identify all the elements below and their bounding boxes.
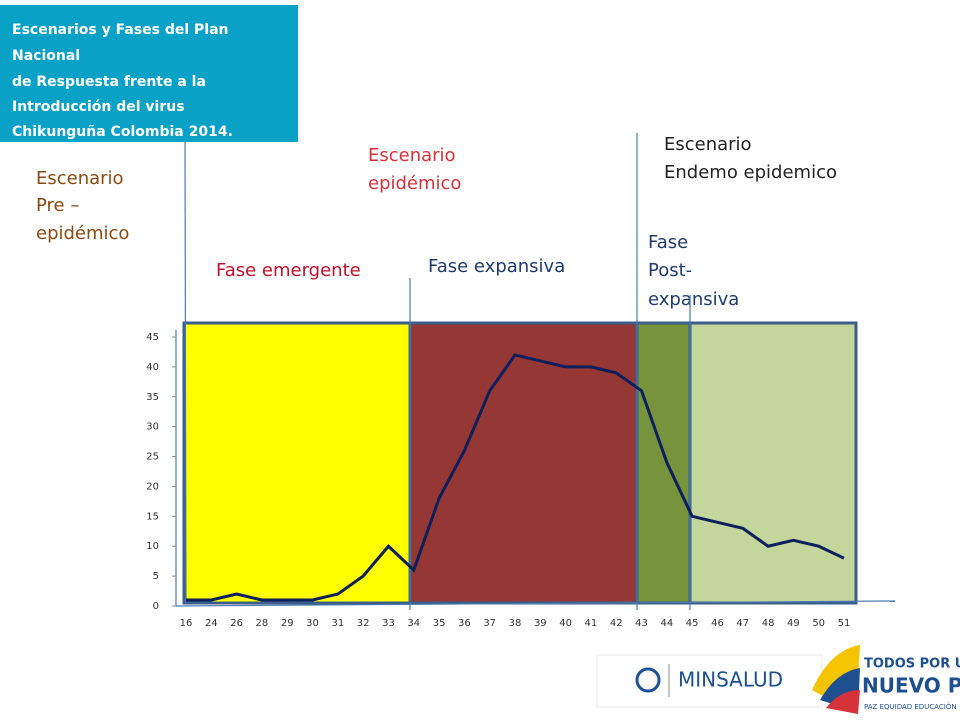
scenario-label: Escenario Pre – epidémico <box>36 168 129 244</box>
x-tick-label: 47 <box>736 618 749 629</box>
band <box>182 321 412 605</box>
gov-text: NUEVO PAÍS <box>862 674 960 698</box>
gov-text: PAZ EQUIDAD EDUCACIÓN <box>864 702 957 711</box>
ministry-name: MINSALUD <box>678 668 783 692</box>
x-tick-label: 24 <box>205 618 218 629</box>
dividers <box>175 133 896 610</box>
x-tick-label: 41 <box>585 618 598 629</box>
x-tick-label: 29 <box>281 618 294 629</box>
ministry-logo <box>596 654 823 708</box>
x-tick-label: 40 <box>559 618 572 629</box>
title-line: de Respuesta frente a la <box>12 74 206 90</box>
band <box>408 321 639 605</box>
y-tick-label: 25 <box>146 452 159 463</box>
axis-line <box>175 600 896 607</box>
band <box>635 321 692 605</box>
x-tick-label: 32 <box>357 618 370 629</box>
band <box>688 321 858 605</box>
phase-label: Fase emergente <box>216 260 361 281</box>
x-tick-label: 28 <box>256 618 269 629</box>
title-line: Introducción del virus <box>12 99 185 115</box>
x-tick-label: 46 <box>711 618 724 629</box>
x-tick-label: 35 <box>433 618 446 629</box>
x-tick-label: 45 <box>686 618 699 629</box>
y-tick-label: 40 <box>146 362 159 373</box>
divider <box>184 141 187 604</box>
scenario-label: Escenario epidémico <box>368 145 461 194</box>
label-line: Endemo epidemico <box>664 162 837 183</box>
x-tick-label: 42 <box>610 618 623 629</box>
x-tick-label: 36 <box>458 618 471 629</box>
phase-label: Fase Post- expansiva <box>648 232 739 310</box>
y-tick-label: 35 <box>146 392 159 403</box>
x-tick-label: 51 <box>838 618 851 629</box>
y-tick-label: 0 <box>153 601 159 612</box>
label-line: Pre – <box>36 195 79 216</box>
data-line <box>186 353 845 602</box>
y-tick-label: 45 <box>146 332 159 343</box>
x-tick-label: 38 <box>509 618 522 629</box>
x-tick-label: 33 <box>382 618 395 629</box>
x-tick-label: 16 <box>180 618 193 629</box>
gov-text: TODOS POR UN <box>864 657 960 672</box>
x-tick-label: 43 <box>635 618 648 629</box>
scenario-label: Escenario Endemo epidemico <box>664 134 837 183</box>
label-line: epidémico <box>36 223 129 244</box>
title-line: Nacional <box>12 48 80 64</box>
x-tick-label: 49 <box>787 618 800 629</box>
x-tick-label: 50 <box>812 618 825 629</box>
x-tick-label: 39 <box>534 618 547 629</box>
gov-logo-mark <box>826 690 860 714</box>
label-line: Escenario <box>36 168 124 189</box>
x-tick-label: 26 <box>230 618 243 629</box>
y-tick-label: 20 <box>146 481 159 492</box>
title-box <box>0 5 298 142</box>
x-tick-label: 31 <box>331 618 344 629</box>
phase-bands <box>182 321 858 605</box>
emblem <box>635 667 661 693</box>
title-line: Escenarios y Fases del Plan <box>12 22 229 38</box>
y-tick-label: 10 <box>146 541 159 552</box>
label-line: epidémico <box>368 173 461 194</box>
x-tick-label: 30 <box>306 618 319 629</box>
label-line: Escenario <box>664 134 752 155</box>
x-tick-label: 44 <box>660 618 673 629</box>
x-tick-label: 37 <box>483 618 496 629</box>
title: Escenarios y Fases del Plan Nacional de … <box>12 22 233 140</box>
y-tick-label: 30 <box>146 422 159 433</box>
label-line: expansiva <box>648 289 739 310</box>
x-tick-label: 34 <box>407 618 420 629</box>
label-line: Escenario <box>368 145 456 166</box>
x-tick-label: 48 <box>762 618 775 629</box>
phase-label: Fase expansiva <box>428 256 565 277</box>
title-line: Chikunguña Colombia 2014. <box>12 124 233 140</box>
y-tick-label: 5 <box>153 571 159 582</box>
label-line: Post- <box>648 260 692 281</box>
y-tick-label: 15 <box>146 511 159 522</box>
label-line: Fase <box>648 232 688 253</box>
